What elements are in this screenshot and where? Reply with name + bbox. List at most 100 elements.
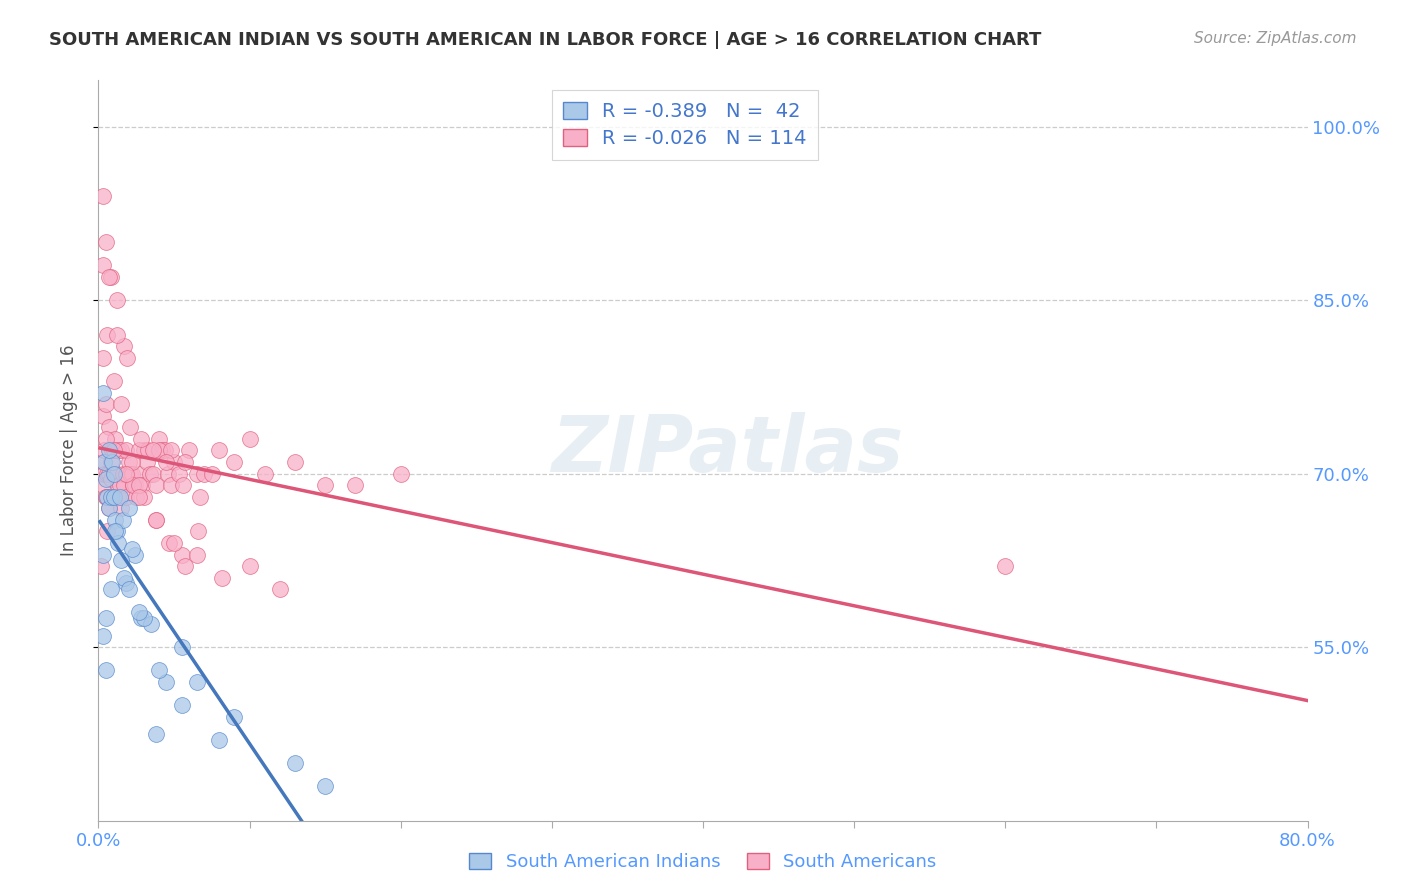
Point <box>104 443 127 458</box>
Point <box>93 467 115 481</box>
Point <box>110 397 132 411</box>
Point <box>155 674 177 689</box>
Point <box>145 478 167 492</box>
Point <box>187 524 209 539</box>
Point <box>173 559 195 574</box>
Point <box>159 536 181 550</box>
Point <box>107 490 129 504</box>
Point <box>110 443 132 458</box>
Point <box>114 576 136 591</box>
Point <box>98 501 121 516</box>
Point <box>91 409 114 423</box>
Point <box>91 548 114 562</box>
Point <box>107 443 129 458</box>
Point <box>96 327 118 342</box>
Point <box>110 501 132 516</box>
Point <box>104 432 127 446</box>
Point <box>284 756 307 770</box>
Point <box>91 385 114 400</box>
Point <box>111 467 134 481</box>
Point <box>284 455 307 469</box>
Point <box>94 663 117 677</box>
Point <box>253 467 276 481</box>
Point <box>94 490 117 504</box>
Point <box>160 443 183 458</box>
Point <box>193 467 215 481</box>
Point <box>98 467 121 481</box>
Point <box>114 443 136 458</box>
Point <box>172 478 194 492</box>
Point <box>103 490 125 504</box>
Point <box>170 640 193 654</box>
Point <box>153 443 176 458</box>
Point <box>148 443 170 458</box>
Point <box>155 455 177 469</box>
Point <box>105 467 128 481</box>
Point <box>208 732 231 747</box>
Point <box>100 582 122 597</box>
Point <box>103 443 125 458</box>
Point <box>94 611 117 625</box>
Point <box>90 559 112 574</box>
Point <box>125 490 148 504</box>
Point <box>100 455 122 469</box>
Point <box>224 709 246 723</box>
Point <box>186 674 208 689</box>
Point <box>128 478 150 492</box>
Point <box>239 559 262 574</box>
Point <box>101 443 124 458</box>
Point <box>94 432 117 446</box>
Point <box>132 443 155 458</box>
Point <box>115 467 138 481</box>
Point <box>94 397 117 411</box>
Text: SOUTH AMERICAN INDIAN VS SOUTH AMERICAN IN LABOR FORCE | AGE > 16 CORRELATION CH: SOUTH AMERICAN INDIAN VS SOUTH AMERICAN … <box>49 31 1042 49</box>
Point <box>91 351 114 365</box>
Point <box>114 467 136 481</box>
Point <box>101 443 124 458</box>
Point <box>91 628 114 642</box>
Point <box>132 490 155 504</box>
Point <box>163 536 186 550</box>
Point <box>100 269 122 284</box>
Point <box>105 327 128 342</box>
Point <box>141 617 163 632</box>
Point <box>135 455 157 469</box>
Point <box>344 478 367 492</box>
Point <box>167 467 190 481</box>
Point <box>208 443 231 458</box>
Point <box>121 541 143 556</box>
Text: ZIPatlas: ZIPatlas <box>551 412 903 489</box>
Point <box>128 443 150 458</box>
Point <box>145 513 167 527</box>
Point <box>103 467 125 481</box>
Point <box>186 548 208 562</box>
Point <box>96 490 118 504</box>
Point <box>94 235 117 250</box>
Point <box>96 467 118 481</box>
Point <box>108 478 131 492</box>
Point <box>121 467 143 481</box>
Point <box>100 472 122 486</box>
Point <box>148 432 170 446</box>
Point <box>170 698 193 712</box>
Point <box>98 420 121 434</box>
Point <box>120 420 142 434</box>
Point <box>389 467 412 481</box>
Point <box>124 548 146 562</box>
Point <box>124 478 146 492</box>
Point <box>115 351 138 365</box>
Legend: R = -0.389   N =  42, R = -0.026   N = 114: R = -0.389 N = 42, R = -0.026 N = 114 <box>551 90 818 160</box>
Point <box>98 443 121 458</box>
Point <box>128 467 150 481</box>
Legend: South American Indians, South Americans: South American Indians, South Americans <box>463 846 943 879</box>
Point <box>150 443 173 458</box>
Point <box>105 524 128 539</box>
Point <box>132 611 155 625</box>
Point <box>112 478 135 492</box>
Point <box>994 559 1017 574</box>
Point <box>93 455 115 469</box>
Point <box>98 269 121 284</box>
Point <box>110 553 132 567</box>
Point <box>163 455 186 469</box>
Point <box>105 293 128 307</box>
